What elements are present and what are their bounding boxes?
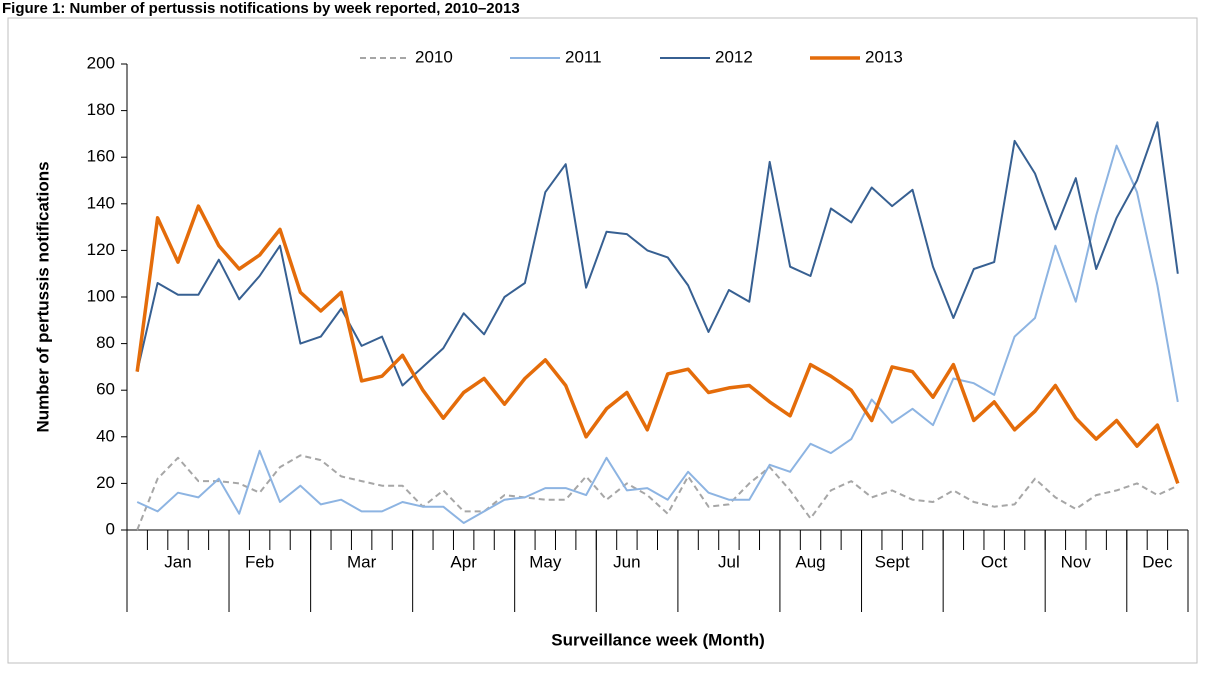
series-line [136, 121, 1179, 387]
series-line [136, 454, 1179, 531]
y-tick-label: 40 [96, 426, 115, 445]
series-line [136, 144, 1179, 524]
legend-label: 2013 [865, 47, 903, 66]
x-tick-label: Jul [718, 552, 740, 571]
x-tick-label: Oct [981, 552, 1008, 571]
legend-label: 2011 [565, 47, 602, 66]
x-tick-label: Jan [164, 552, 191, 571]
legend-label: 2012 [715, 47, 753, 66]
x-tick-label: May [529, 552, 562, 571]
x-tick-label: Dec [1142, 552, 1173, 571]
x-tick-label: Apr [450, 552, 477, 571]
y-tick-label: 100 [87, 286, 115, 305]
chart-frame [7, 17, 1198, 664]
y-tick-label: 160 [87, 147, 115, 166]
y-tick-label: 0 [106, 519, 115, 538]
x-tick-label: Aug [795, 552, 825, 571]
y-tick-label: 180 [87, 100, 115, 119]
y-tick-label: 60 [96, 380, 115, 399]
y-tick-label: 20 [96, 473, 115, 492]
y-tick-label: 140 [87, 193, 115, 212]
x-tick-label: Jun [613, 552, 640, 571]
x-tick-label: Feb [245, 552, 274, 571]
x-tick-label: Nov [1061, 552, 1092, 571]
y-tick-label: 80 [96, 333, 115, 352]
x-axis-title: Surveillance week (Month) [551, 630, 765, 649]
chart-title: Figure 1: Number of pertussis notificati… [2, 0, 520, 17]
series-line [135, 204, 1180, 484]
x-tick-label: Mar [347, 552, 377, 571]
legend-label: 2010 [415, 47, 453, 66]
y-tick-label: 120 [87, 240, 115, 259]
x-tick-label: Sept [875, 552, 910, 571]
y-axis-title: Number of pertussis notifications [33, 161, 52, 432]
y-tick-label: 200 [87, 53, 115, 72]
